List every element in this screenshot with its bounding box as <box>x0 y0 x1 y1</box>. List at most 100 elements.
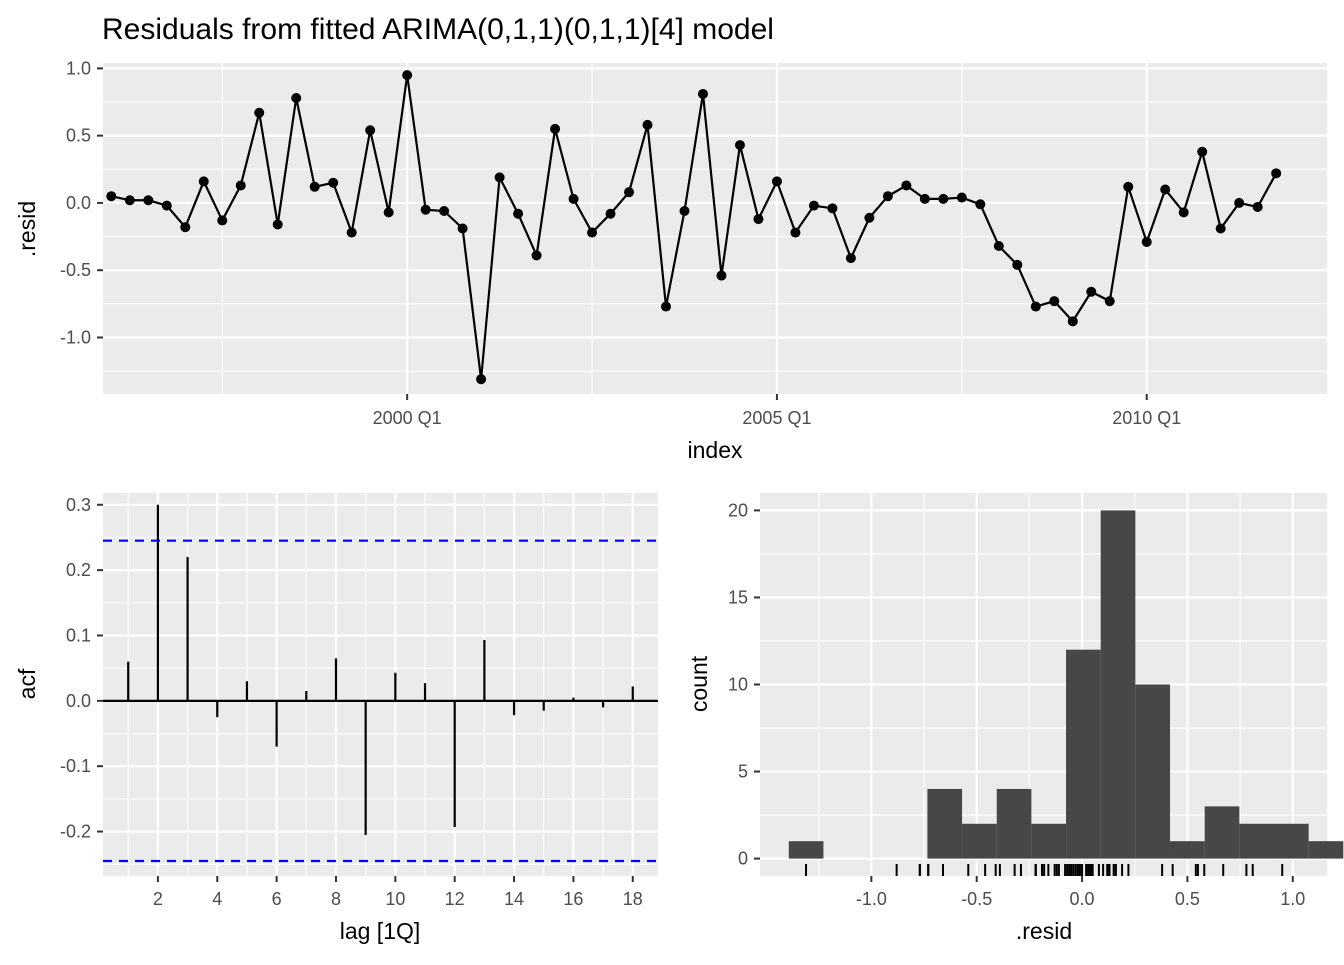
residual-point <box>1049 296 1060 307</box>
residual-point <box>1252 201 1263 212</box>
histogram-bar <box>1170 841 1205 859</box>
residual-point <box>124 195 135 206</box>
acf-x-tick-label: 4 <box>212 889 222 909</box>
acf-x-axis: 2 4 6 8 10 12 14 16 18 <box>153 876 643 909</box>
residual-point <box>642 119 653 130</box>
residual-point <box>734 140 745 151</box>
residual-point <box>217 215 228 226</box>
histogram-y-tick-label: 0 <box>738 849 748 869</box>
residual-point <box>476 374 487 385</box>
histogram-bar <box>788 841 824 859</box>
residual-point <box>605 208 616 219</box>
residual-point <box>716 270 727 281</box>
histogram-bar <box>1100 510 1136 859</box>
residual-point <box>494 172 505 183</box>
acf-y-axis: 0.3 0.2 0.1 0.0 -0.1 -0.2 <box>60 495 103 842</box>
residual-point <box>309 181 320 192</box>
acf-x-tick-label: 8 <box>331 889 341 909</box>
residual-point <box>1123 181 1134 192</box>
histogram-bars <box>788 510 1344 859</box>
residual-point <box>808 200 819 211</box>
residual-point <box>1178 207 1189 218</box>
histogram-bar <box>927 788 963 859</box>
acf-y-tick-label: -0.1 <box>60 756 91 776</box>
acf-x-tick-label: 12 <box>445 889 465 909</box>
residual-point <box>587 227 598 238</box>
histogram-bar <box>1135 684 1171 859</box>
histogram-bar <box>962 823 997 859</box>
residual-point <box>845 253 856 264</box>
histogram-x-tick-label: -1.0 <box>856 889 887 909</box>
acf-bars <box>103 504 658 863</box>
timeseries-y-tick-label: -1.0 <box>60 327 91 347</box>
residual-point <box>679 206 690 217</box>
residual-point <box>254 107 265 118</box>
residual-point <box>235 180 246 191</box>
timeseries-y-axis: 1.0 0.5 0.0 -0.5 -1.0 <box>60 58 103 347</box>
residual-point <box>938 193 949 204</box>
residual-point <box>993 240 1004 251</box>
timeseries-x-tick-label: 2000 Q1 <box>373 408 442 428</box>
residual-point <box>771 176 782 187</box>
histogram-x-axis-title: .resid <box>1016 918 1072 944</box>
residual-point <box>661 301 672 312</box>
acf-y-tick-label: -0.2 <box>60 822 91 842</box>
acf-x-tick-label: 10 <box>385 889 405 909</box>
histogram-y-tick-label: 15 <box>728 587 748 607</box>
residual-point <box>956 192 967 203</box>
residual-point <box>161 200 172 211</box>
histogram-rug <box>805 864 1284 876</box>
residual-point <box>365 125 376 136</box>
histogram-x-tick-label: 0.5 <box>1175 889 1200 909</box>
residual-point <box>753 214 764 225</box>
histogram-x-tick-label: -0.5 <box>961 889 992 909</box>
residual-point <box>1086 286 1097 297</box>
residual-point <box>180 222 191 233</box>
residual-point <box>975 199 986 210</box>
residual-point <box>291 92 302 103</box>
timeseries-y-tick-label: -0.5 <box>60 260 91 280</box>
residual-point <box>1104 296 1115 307</box>
timeseries-x-tick-label: 2010 Q1 <box>1112 408 1181 428</box>
histogram-x-axis: -1.0 -0.5 0.0 0.5 1.0 <box>856 876 1305 909</box>
acf-y-tick-label: 0.2 <box>66 560 91 580</box>
residual-point <box>198 176 209 187</box>
acf-x-axis-title: lag [1Q] <box>340 918 421 944</box>
residual-point <box>1012 259 1023 270</box>
histogram-bar <box>1239 823 1275 859</box>
residual-point <box>790 227 801 238</box>
timeseries-y-axis-title: .resid <box>14 201 40 257</box>
residual-point <box>513 208 524 219</box>
residual-point <box>1197 146 1208 157</box>
timeseries-y-tick-label: 0.0 <box>66 193 91 213</box>
residual-point <box>901 180 912 191</box>
histogram-bar <box>996 788 1032 859</box>
timeseries-y-tick-label: 0.5 <box>66 126 91 146</box>
acf-y-tick-label: 0.3 <box>66 495 91 515</box>
residual-point <box>439 206 450 217</box>
timeseries-y-tick-label: 1.0 <box>66 58 91 78</box>
residual-point <box>550 123 561 134</box>
acf-x-tick-label: 14 <box>504 889 524 909</box>
timeseries-x-axis: 2000 Q1 2005 Q1 2010 Q1 <box>373 394 1181 428</box>
residual-point <box>919 193 930 204</box>
residual-point <box>1067 316 1078 327</box>
histogram-bar <box>1031 823 1067 859</box>
acf-y-tick-label: 0.1 <box>66 625 91 645</box>
acf-y-tick-label: 0.0 <box>66 691 91 711</box>
residual-point <box>531 250 542 261</box>
acf-panel: 0.3 0.2 0.1 0.0 -0.1 -0.2 2 4 6 8 10 12 14 16 18 lag … <box>14 493 658 944</box>
residual-point <box>420 204 431 215</box>
residual-point <box>402 70 413 81</box>
histogram-bar <box>1204 806 1240 859</box>
residual-point <box>624 187 635 198</box>
histogram-x-tick-label: 0.0 <box>1070 889 1095 909</box>
acf-x-tick-label: 18 <box>623 889 643 909</box>
residual-point <box>1160 184 1171 195</box>
residual-point <box>1234 197 1245 208</box>
timeseries-x-tick-label: 2005 Q1 <box>742 408 811 428</box>
histogram-panel: 20 15 10 5 0 -1.0 -0.5 0.0 0.5 1.0 .resid count <box>686 493 1344 944</box>
timeseries-panel-background <box>103 63 1327 394</box>
residual-point <box>272 219 283 230</box>
